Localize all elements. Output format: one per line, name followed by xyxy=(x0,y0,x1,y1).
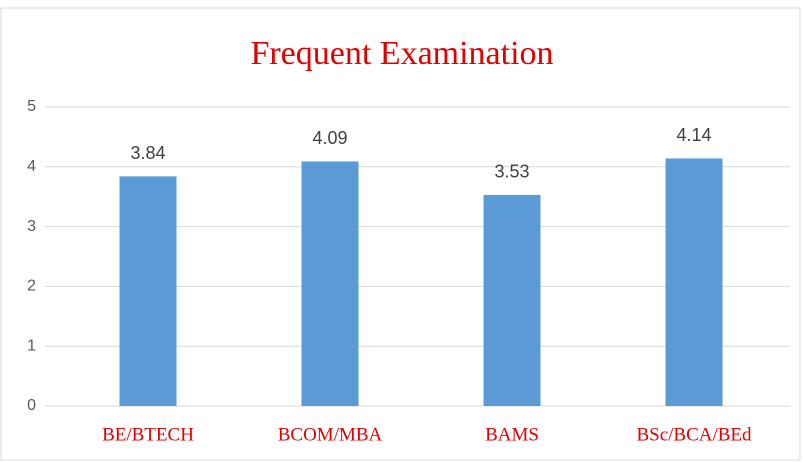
bar xyxy=(301,161,359,406)
y-tick-label: 1 xyxy=(27,337,36,354)
y-tick-label: 5 xyxy=(27,98,36,115)
y-tick-label: 3 xyxy=(27,218,36,235)
x-tick-label: BCOM/MBA xyxy=(278,424,383,445)
data-label: 4.09 xyxy=(312,128,347,148)
bar xyxy=(119,176,177,406)
data-label: 4.14 xyxy=(676,125,711,145)
data-label: 3.53 xyxy=(494,162,529,182)
x-tick-label: BSc/BCA/BEd xyxy=(636,424,752,445)
y-tick-label: 2 xyxy=(27,278,36,295)
bar xyxy=(483,194,541,406)
x-tick-label: BAMS xyxy=(485,424,539,445)
bar xyxy=(665,158,723,406)
data-label: 3.84 xyxy=(130,143,165,163)
chart-title: Frequent Examination xyxy=(250,35,553,72)
y-tick-label: 0 xyxy=(27,397,36,414)
y-tick-label: 4 xyxy=(27,158,36,175)
x-tick-label: BE/BTECH xyxy=(102,424,194,445)
